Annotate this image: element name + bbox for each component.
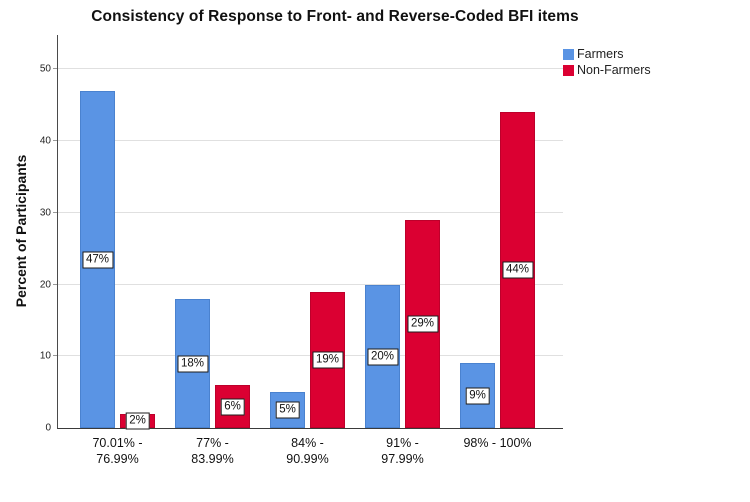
- legend-item-farmers: Farmers: [563, 46, 651, 62]
- bar-non-farmers: 19%: [310, 292, 345, 428]
- x-tick-label: 91% -97.99%: [381, 436, 424, 467]
- gridline-30: [58, 212, 563, 213]
- bar-farmers: 5%: [270, 392, 305, 428]
- x-tick-label: 84% -90.99%: [286, 436, 329, 467]
- farmers-swatch-icon: [563, 48, 574, 60]
- bar-value-label: 44%: [501, 261, 534, 279]
- bar-group-5: 9% 44% 98% - 100%: [450, 35, 545, 450]
- y-tick-mark: [53, 68, 57, 69]
- y-tick-label: 10: [39, 350, 51, 362]
- y-axis-title: Percent of Participants: [13, 154, 29, 308]
- bar-farmers: 20%: [365, 285, 400, 428]
- legend: Farmers Non-Farmers: [563, 46, 651, 78]
- bar-farmers: 18%: [175, 299, 210, 428]
- y-tick-label: 50: [39, 63, 51, 75]
- y-tick-label: 0: [45, 422, 51, 434]
- bar-group-4: 20% 29% 91% -97.99%: [355, 35, 450, 466]
- bar-group-3: 5% 19% 84% -90.99%: [260, 35, 355, 466]
- plot-area: 0 10 20 30 40 50 47% 2% 70.01% -76.99% 18% 6% 77% …: [40, 35, 563, 466]
- non-farmers-swatch-icon: [563, 64, 574, 76]
- legend-label: Non-Farmers: [577, 63, 651, 77]
- bar-value-label: 47%: [81, 251, 114, 268]
- bar-farmers: 9%: [460, 363, 495, 428]
- bar-value-label: 18%: [176, 355, 209, 372]
- bar-group-2: 18% 6% 77% -83.99%: [165, 35, 260, 466]
- bar-non-farmers: 44%: [500, 112, 535, 428]
- bar-non-farmers: 29%: [405, 220, 440, 428]
- y-tick-label: 20: [39, 279, 51, 291]
- y-tick-mark: [53, 355, 57, 356]
- bar-value-label: 9%: [465, 387, 490, 404]
- bar-value-label: 5%: [275, 401, 300, 419]
- gridline-20: [58, 284, 563, 285]
- legend-label: Farmers: [577, 47, 624, 61]
- bar-non-farmers: 6%: [215, 385, 250, 428]
- x-tick-label: 77% -83.99%: [191, 436, 234, 467]
- bar-value-label: 29%: [406, 315, 439, 333]
- chart-title: Consistency of Response to Front- and Re…: [91, 8, 579, 25]
- bar-value-label: 6%: [220, 398, 245, 415]
- bar-group-1: 47% 2% 70.01% -76.99%: [70, 35, 165, 466]
- gridline-40: [58, 140, 563, 141]
- bar-value-label: 2%: [125, 412, 150, 430]
- y-tick-label: 40: [39, 135, 51, 147]
- y-tick-mark: [53, 284, 57, 285]
- y-tick-mark: [53, 212, 57, 213]
- gridline-50: [58, 68, 563, 69]
- legend-item-non-farmers: Non-Farmers: [563, 62, 651, 78]
- y-tick-label: 30: [39, 207, 51, 219]
- bar-farmers: 47%: [80, 91, 115, 428]
- x-tick-label: 98% - 100%: [463, 436, 532, 450]
- x-tick-label: 70.01% -76.99%: [92, 436, 143, 467]
- bar-value-label: 20%: [366, 348, 399, 365]
- bar-groups: 47% 2% 70.01% -76.99% 18% 6% 77% -83.99% 5% 19%…: [58, 35, 563, 466]
- bar-non-farmers: 2%: [120, 412, 155, 430]
- y-tick-mark: [53, 140, 57, 141]
- bar-value-label: 19%: [311, 351, 344, 369]
